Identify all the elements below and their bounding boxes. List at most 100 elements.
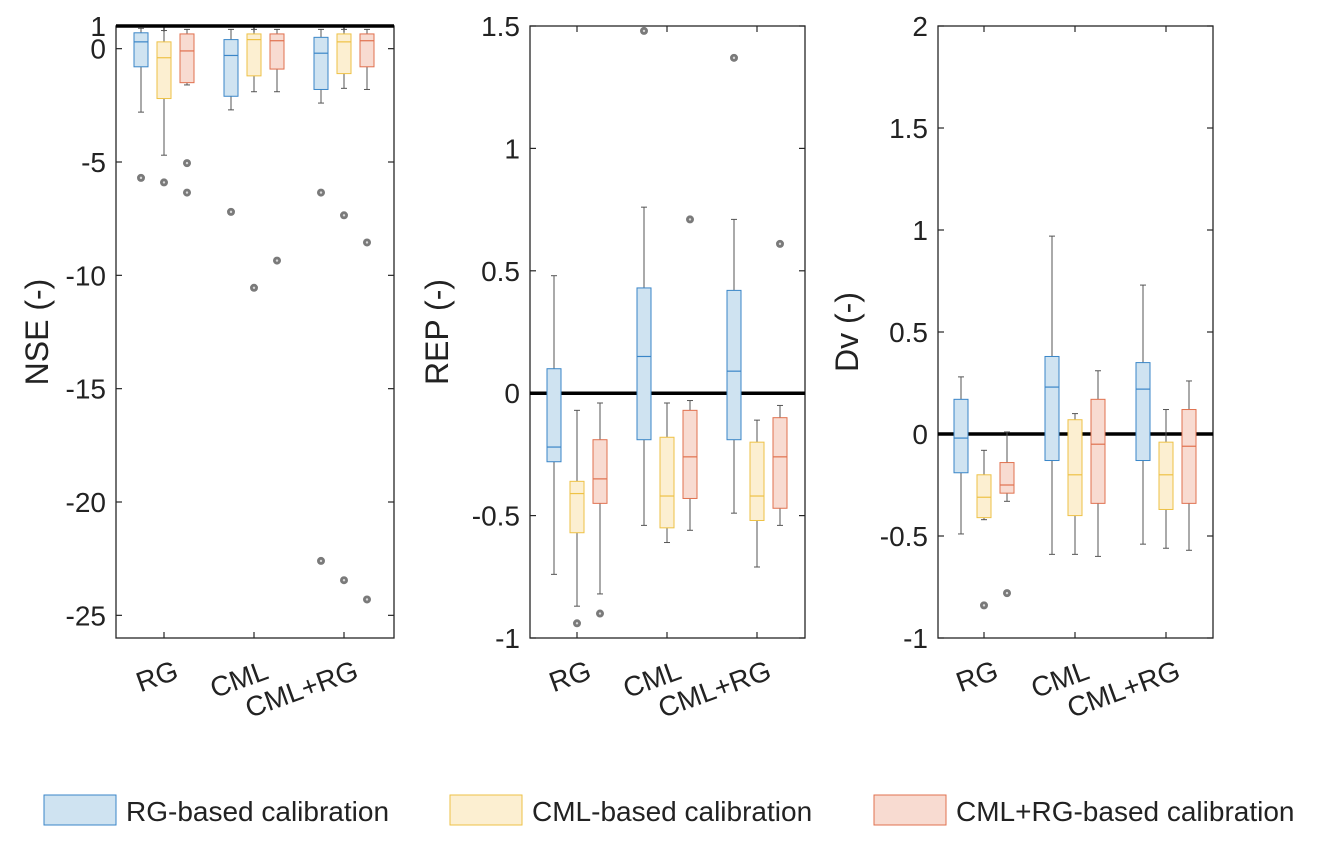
box-iqr [179,33,195,84]
y-tick-label: -15 [66,374,106,405]
legend-swatch [43,794,117,826]
box-iqr [999,462,1015,494]
y-tick-label: 1 [90,11,106,42]
legend: RG-based calibration CML-based calibratio… [43,794,1295,827]
y-tick-label: 1 [504,133,520,164]
box-3-1 [999,431,1015,598]
box-iqr [569,480,585,534]
box-iqr [636,287,652,441]
box-2-3 [749,419,765,568]
box-iqr [1158,441,1174,510]
axes-frame [115,25,395,639]
box-iqr [772,417,788,509]
box-2-3 [336,28,352,585]
box-2-3 [1158,409,1174,549]
y-tick-label: 0.5 [481,256,520,287]
outlier-point-center [319,559,323,563]
box-3-3 [359,28,375,604]
y-tick-label: -5 [81,147,106,178]
box-1-2 [636,26,652,526]
box-1-2 [223,28,239,216]
legend-label: CML-based calibration [532,796,812,827]
outlier-point-center [229,210,233,214]
y-tick-label: 0 [90,34,106,65]
outlier-point-center [688,218,692,221]
outlier-point-center [185,191,189,194]
box-3-2 [269,28,285,265]
outlier-point-center [365,241,369,244]
legend-item-2: CML-based calibration [449,794,812,827]
outlier-point-center [342,214,346,217]
box-iqr [359,33,375,68]
box-iqr [336,33,352,75]
y-tick-label: 1 [912,215,928,246]
y-axis-label: Dv (-) [829,292,865,372]
y-tick-label: 1.5 [889,113,928,144]
box-1-3 [726,53,742,514]
box-iqr [269,33,285,70]
axes-frame [529,25,806,639]
box-1-1 [133,27,149,182]
box-iqr [246,33,262,77]
outlier-point-center [365,598,369,601]
outlier-point-center [982,604,986,607]
y-axis-label: REP (-) [419,279,455,385]
y-tick-label: -20 [66,487,106,518]
box-iqr [1135,362,1151,462]
box-2-1 [156,30,172,187]
box-3-1 [179,28,195,197]
box-iqr [749,441,765,521]
x-tick-label: RG [132,655,182,698]
y-tick-label: 0 [504,378,520,409]
box-iqr [953,398,969,474]
legend-item-1: RG-based calibration [43,794,389,827]
y-tick-label: 0 [912,419,928,450]
box-1-2 [1044,235,1060,555]
outlier-point-center [598,612,602,615]
box-iqr [1067,419,1083,517]
box-2-1 [569,409,585,628]
outlier-point-center [778,242,782,246]
x-tick-label: RG [952,655,1002,698]
box-1-1 [953,376,969,535]
box-3-3 [1181,380,1197,551]
outlier-point-center [185,161,189,165]
y-tick-label: -10 [66,260,106,291]
box-2-2 [659,402,675,544]
box-iqr [976,474,992,519]
box-iqr [133,32,149,68]
box-iqr [1181,409,1197,504]
legend-swatch [449,794,523,826]
box-iqr [223,39,239,97]
outlier-point-center [275,259,279,262]
outlier-point-center [319,191,323,194]
y-tick-label: -0.5 [880,521,928,552]
box-1-3 [1135,284,1151,545]
y-tick-label: 2 [912,11,928,42]
box-2-2 [246,28,262,292]
box-iqr [156,41,172,100]
outlier-point-center [642,29,646,33]
box-2-1 [976,449,992,610]
y-tick-label: -0.5 [472,501,520,532]
box-3-2 [682,215,698,531]
y-tick-label: -1 [495,623,520,654]
y-tick-label: -1 [903,623,928,654]
outlier-point-center [575,622,579,625]
legend-swatch [873,794,947,826]
box-2-2 [1067,413,1083,555]
box-iqr [313,36,329,90]
box-iqr [592,439,608,504]
legend-label: RG-based calibration [126,796,389,827]
box-3-3 [772,239,788,526]
x-tick-label: RG [545,655,595,698]
outlier-point-center [162,181,166,184]
box-iqr [1090,398,1106,504]
box-3-2 [1090,370,1106,557]
outlier-point-center [732,56,736,60]
outlier-point-center [252,286,256,289]
y-tick-label: -25 [66,600,106,631]
